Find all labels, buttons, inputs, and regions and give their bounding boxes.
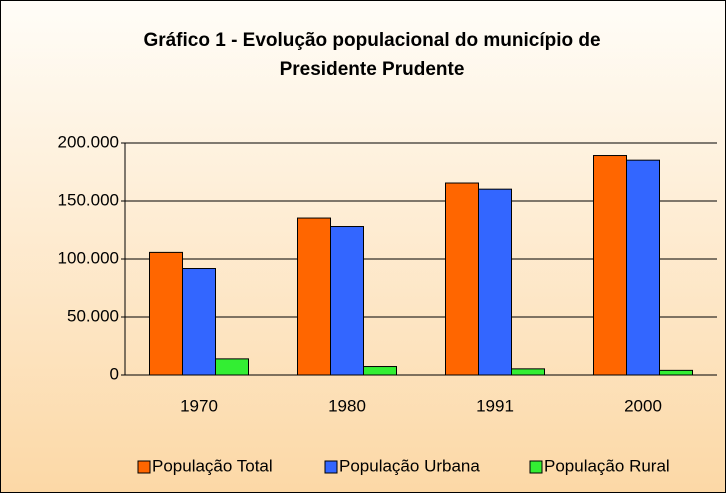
bar: [593, 155, 627, 376]
bar: [659, 369, 693, 376]
y-tick-label: 0: [110, 364, 119, 383]
bar: [215, 358, 249, 376]
legend-swatch: [137, 460, 151, 474]
y-tick-label: 150.000: [58, 190, 119, 209]
legend-swatch: [529, 460, 543, 474]
bar: [478, 188, 512, 376]
legend-label: População Total: [152, 456, 273, 475]
y-tick-label: 50.000: [67, 306, 119, 325]
y-tick-label: 100.000: [58, 248, 119, 267]
chart-title: Gráfico 1 - Evolução populacional do mun…: [143, 30, 600, 51]
bar: [182, 268, 216, 376]
bar: [330, 226, 364, 376]
legend-label: População Rural: [544, 456, 670, 475]
x-tick-label: 1970: [180, 396, 218, 415]
bar: [445, 182, 479, 376]
x-tick-label: 1980: [328, 396, 366, 415]
bar: [297, 217, 331, 376]
bar: [149, 251, 183, 376]
x-tick-label: 2000: [624, 396, 662, 415]
legend-swatch: [324, 460, 338, 474]
x-tick-label: 1991: [476, 396, 514, 415]
bar: [511, 368, 545, 376]
bar: [363, 366, 397, 376]
legend-label: População Urbana: [339, 456, 480, 475]
y-tick-label: 200.000: [58, 132, 119, 151]
bar: [626, 159, 660, 376]
chart-title: Presidente Prudente: [280, 59, 465, 80]
